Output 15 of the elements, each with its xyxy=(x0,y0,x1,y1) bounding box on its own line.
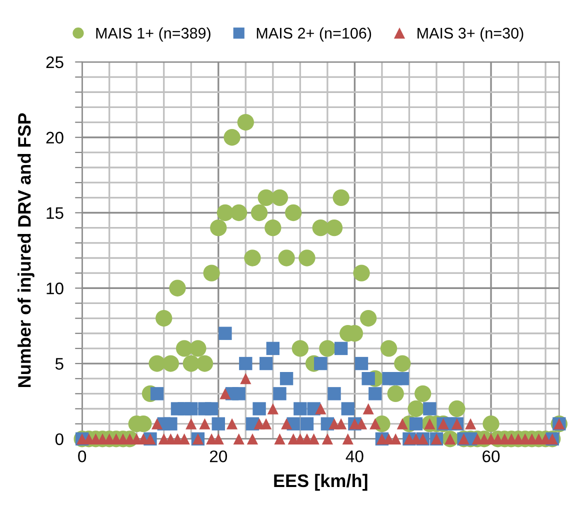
legend-label: MAIS 3+ (n=30) xyxy=(418,27,524,42)
x-tick-label: 0 xyxy=(78,450,86,462)
y-tick-label: 15 xyxy=(46,207,64,219)
legend-label: MAIS 2+ (n=106) xyxy=(256,27,372,42)
x-tick-label: 20 xyxy=(210,450,228,462)
y-tick-label: 5 xyxy=(55,358,64,370)
y-tick-label: 25 xyxy=(46,56,64,68)
x-tick-label: 60 xyxy=(482,450,500,462)
y-tick-label: 20 xyxy=(46,132,64,144)
legend-label: MAIS 1+ (n=389) xyxy=(96,27,210,42)
y-tick-label: 0 xyxy=(55,433,64,446)
y-axis-title: Number of injured DRV and FSP xyxy=(18,113,34,388)
y-tick-label: 10 xyxy=(46,282,64,294)
x-axis-title: EES [km/h] xyxy=(274,474,368,491)
x-tick-label: 40 xyxy=(346,450,364,462)
